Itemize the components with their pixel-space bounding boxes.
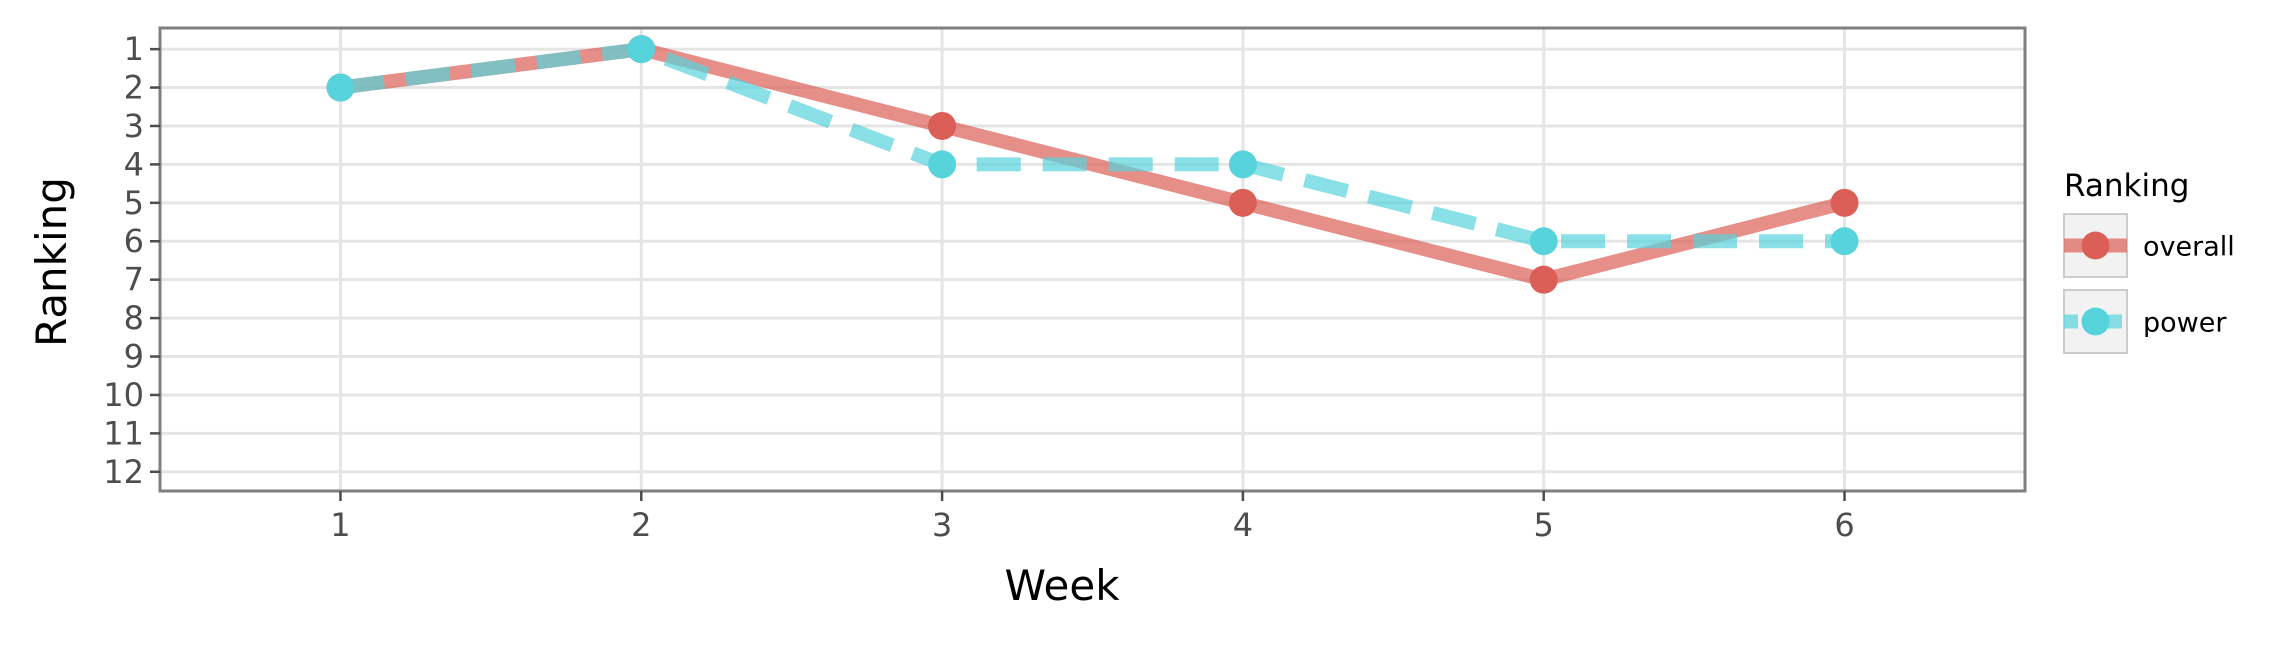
legend-key-point — [2081, 231, 2110, 260]
series-points — [326, 35, 1859, 294]
data-point-overall — [1830, 188, 1859, 217]
y-tick-label: 6 — [124, 222, 144, 260]
y-tick-label: 5 — [124, 184, 144, 222]
series-line-overall — [339, 42, 1847, 287]
legend-item-power: power — [2063, 289, 2227, 354]
data-point-overall — [928, 111, 957, 140]
data-point-power — [1228, 150, 1257, 179]
legend: Ranking overall power — [2063, 168, 2235, 354]
data-point-power — [1830, 227, 1859, 256]
legend-label-overall: overall — [2143, 232, 2235, 263]
data-point-overall — [1228, 188, 1257, 217]
legend-title: Ranking — [2064, 168, 2189, 204]
x-tick-label: 2 — [631, 506, 651, 544]
x-axis-label: Week — [1004, 561, 1120, 610]
y-tick-label: 1 — [124, 30, 144, 68]
x-tick-label: 6 — [1834, 506, 1854, 544]
y-tick-label: 7 — [124, 261, 144, 299]
data-point-power — [326, 73, 355, 102]
data-point-power — [928, 150, 957, 179]
legend-label-power: power — [2143, 308, 2227, 339]
series-lines — [339, 42, 1847, 287]
y-tick-label: 9 — [124, 338, 144, 376]
y-tick-label: 2 — [124, 69, 144, 107]
legend-key-point — [2081, 307, 2110, 336]
y-tick-label: 12 — [103, 453, 144, 491]
x-tick-label: 3 — [932, 506, 952, 544]
data-point-power — [627, 35, 656, 64]
gridlines — [160, 28, 2025, 491]
series-line-power — [339, 42, 1845, 249]
y-tick-label: 8 — [124, 299, 144, 337]
y-tick-label: 4 — [124, 145, 144, 183]
y-tick-label: 3 — [124, 107, 144, 145]
x-tick-label: 1 — [330, 506, 350, 544]
legend-item-overall: overall — [2063, 213, 2235, 278]
data-point-overall — [1529, 265, 1558, 294]
x-tick-label: 5 — [1534, 506, 1554, 544]
y-tick-label: 10 — [103, 376, 144, 414]
data-point-power — [1529, 227, 1558, 256]
y-axis-label: Ranking — [27, 177, 76, 347]
y-tick-label: 11 — [103, 414, 144, 452]
panel-border — [158, 26, 2027, 493]
x-tick-label: 4 — [1233, 506, 1253, 544]
